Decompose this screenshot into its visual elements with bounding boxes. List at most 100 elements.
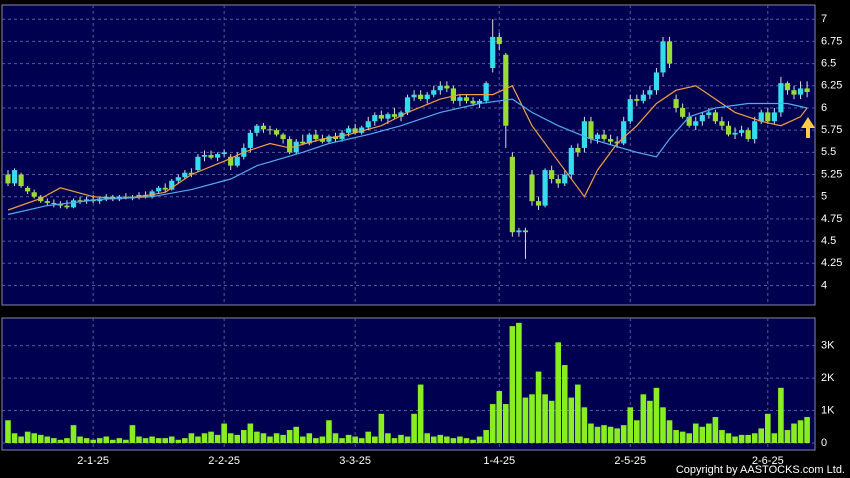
volume-bar — [234, 434, 241, 444]
candle-body — [273, 130, 280, 135]
volume-bar — [188, 433, 195, 444]
price-panel — [1, 4, 816, 306]
candle-body — [457, 97, 463, 101]
candle-body — [450, 88, 456, 101]
candle-body — [680, 107, 686, 117]
volume-bar — [267, 436, 273, 444]
volume-bar — [450, 438, 457, 444]
candle-body — [542, 170, 548, 206]
candle-body — [156, 187, 162, 192]
volume-bar — [110, 439, 116, 444]
volume-bar — [640, 394, 647, 444]
volume-bar — [601, 425, 607, 444]
volume-bar — [299, 436, 306, 444]
volume-bar — [784, 430, 791, 444]
candle-body — [25, 187, 31, 192]
candle-body — [699, 115, 705, 122]
volume-bar — [647, 400, 653, 444]
volume-bar — [280, 434, 286, 444]
candle-body — [608, 139, 614, 142]
volume-bar — [463, 438, 470, 444]
candle-body — [549, 170, 555, 179]
candle-body — [739, 130, 745, 133]
y-tick-label: 5 — [821, 191, 827, 203]
x-tick-label: 2-1-25 — [77, 455, 109, 467]
candle-body — [221, 152, 227, 155]
volume-bar — [18, 436, 24, 444]
volume-bar — [804, 417, 810, 444]
arrow-marker — [801, 117, 815, 138]
volume-bar — [168, 436, 175, 444]
candle-body — [752, 121, 758, 140]
volume-bar — [64, 438, 70, 444]
volume-bar — [5, 420, 11, 444]
volume-bar — [627, 407, 634, 444]
candle-body — [614, 141, 620, 144]
volume-bar — [476, 436, 483, 444]
volume-bar — [175, 439, 182, 444]
volume-bar — [247, 423, 254, 444]
candle-body — [640, 94, 646, 101]
volume-bar — [430, 436, 437, 444]
x-tick-label: 1-4-25 — [483, 455, 515, 467]
volume-bar — [522, 397, 529, 444]
volume-bar — [535, 371, 542, 444]
candle-body — [771, 112, 777, 122]
volume-bar — [444, 436, 450, 444]
plot-layer: 4 4.25 4.5 4.75 5 5.25 5.5 5.75 6 6.25 6.5 6.75 7 0 1K… — [2, 5, 842, 467]
candle-body — [201, 155, 208, 157]
y-tick-label: 6.75 — [821, 35, 842, 47]
candle-body — [162, 187, 168, 190]
candle-body — [575, 147, 581, 153]
candle-body — [332, 136, 339, 140]
candle-body — [346, 128, 352, 133]
volume-bar — [509, 326, 516, 444]
candle-body — [182, 172, 188, 178]
volume-bar — [378, 413, 385, 444]
volume-bar — [516, 322, 522, 444]
candle-body — [778, 83, 784, 113]
candle-body — [51, 202, 57, 204]
candle-body — [483, 83, 489, 101]
volume-bar — [575, 384, 581, 444]
volume-bar — [660, 407, 666, 444]
volume-bar — [457, 436, 463, 444]
candle-body — [313, 134, 319, 140]
candle-body — [398, 112, 404, 117]
candle-body — [791, 90, 797, 95]
volume-bar — [254, 431, 260, 444]
candle-body — [411, 94, 417, 98]
y-tick-label: 2K — [821, 372, 835, 384]
y-tick-label: 7 — [821, 13, 827, 25]
volume-bar — [437, 434, 444, 444]
volume-bar — [182, 438, 188, 444]
volume-bar — [496, 391, 503, 444]
volume-bar — [483, 430, 489, 444]
candle-body — [208, 155, 214, 158]
candle-body — [686, 116, 692, 126]
y-tick-label: 5.25 — [821, 168, 842, 180]
candle-body — [260, 125, 267, 130]
y-tick-label: 4.5 — [821, 235, 836, 247]
volume-bar — [260, 433, 267, 444]
volume-bar — [561, 365, 568, 444]
y-tick-label: 6.25 — [821, 80, 842, 92]
volume-bar — [712, 417, 719, 444]
volume-bar — [634, 420, 640, 444]
moving-average-line — [7, 85, 808, 211]
candle-body — [365, 121, 371, 128]
volume-bar — [352, 436, 358, 444]
volume-bar — [404, 436, 411, 444]
volume-bar — [679, 431, 686, 444]
candle-body — [666, 41, 673, 64]
volume-bar — [417, 384, 424, 444]
x-tick-label: 2-5-25 — [614, 455, 646, 467]
candle-body — [634, 99, 640, 101]
x-tick-label: 2-2-25 — [208, 455, 240, 467]
candle-body — [673, 99, 679, 108]
volume-bar — [90, 439, 96, 444]
candle-body — [300, 141, 306, 144]
volume-bar — [424, 433, 430, 444]
volume-bar — [83, 438, 90, 444]
x-tick-label: 3-3-25 — [339, 455, 371, 467]
